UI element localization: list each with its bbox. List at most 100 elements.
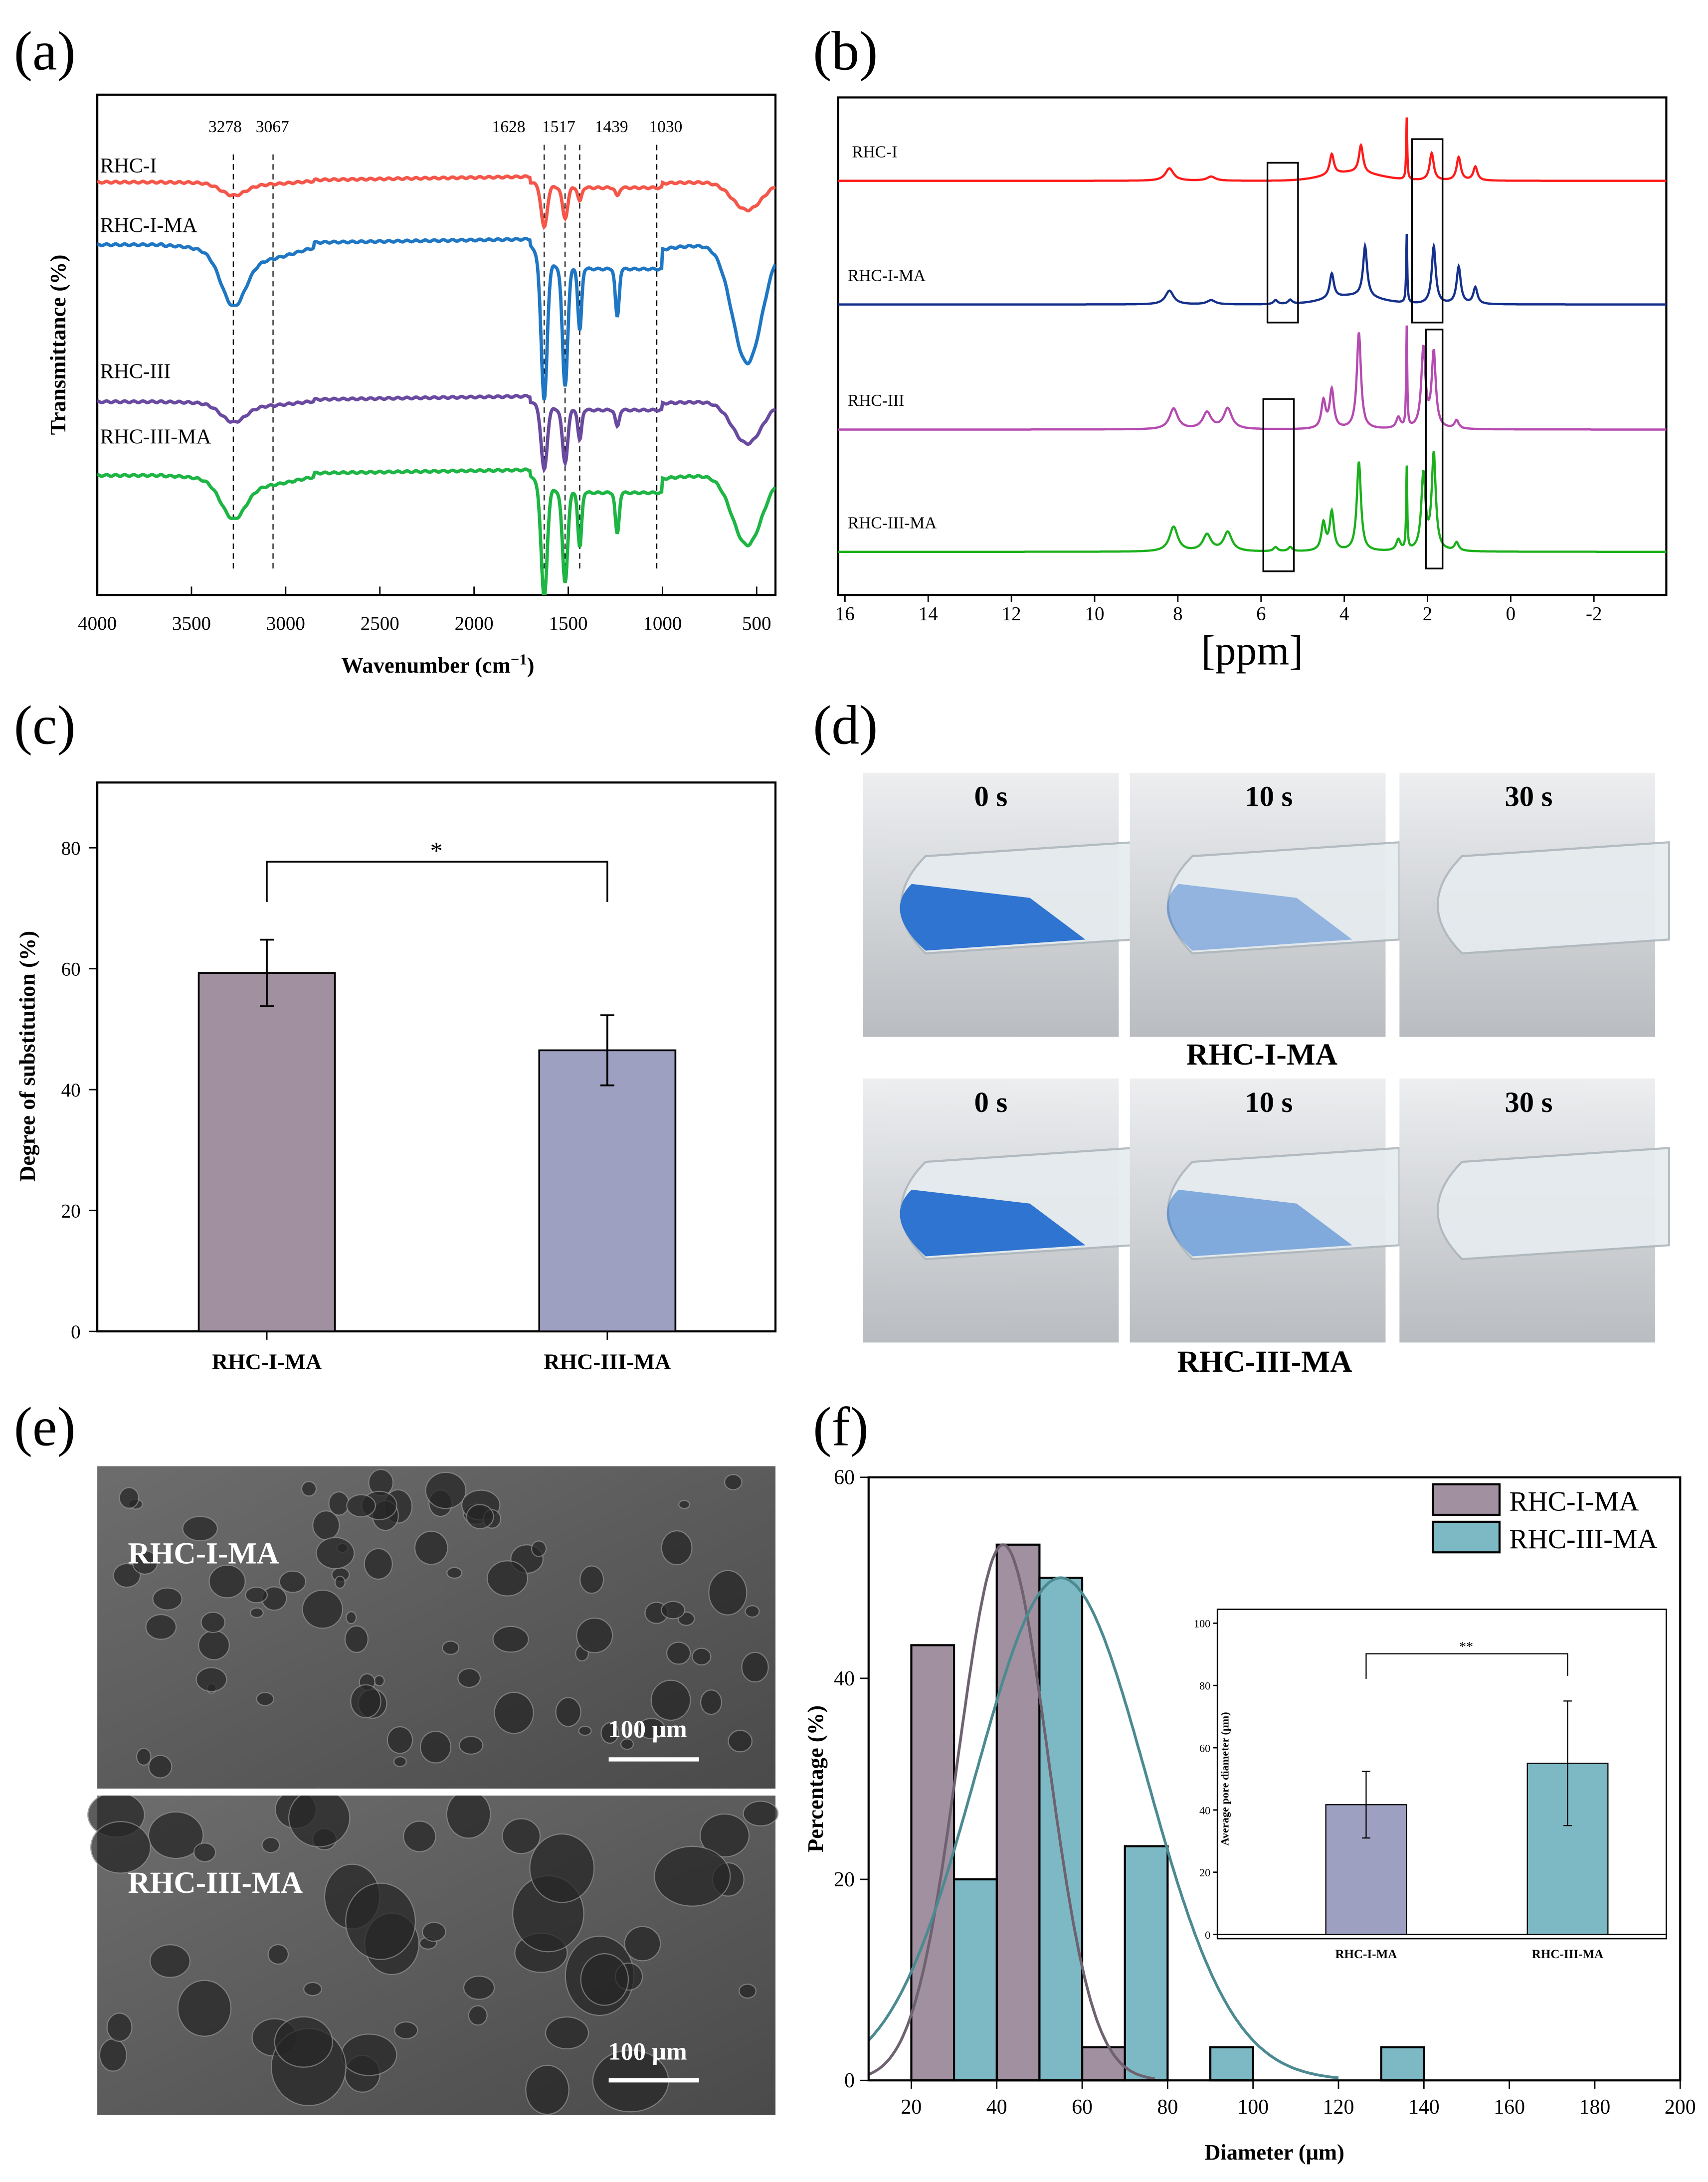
pore [386, 1726, 413, 1754]
pore [261, 1836, 280, 1853]
pore [661, 1530, 693, 1566]
histogram-bar [995, 1543, 1041, 2082]
time-label: 0 s [974, 780, 1008, 813]
inset-significance-marker: ** [1459, 1639, 1473, 1654]
reference-label: 1439 [595, 118, 628, 136]
significance-bracket [266, 861, 608, 902]
pore [620, 1738, 634, 1750]
pore [579, 1565, 604, 1594]
photo-tile: 30 s [1399, 772, 1671, 1037]
pore [113, 1563, 141, 1588]
pore [529, 1833, 595, 1903]
x-tick-label: 6 [1256, 603, 1266, 624]
x-tick-label: 140 [1408, 2096, 1440, 2119]
inset-y-tick-label: 60 [1199, 1742, 1210, 1754]
pore [425, 1471, 467, 1509]
pore [316, 1537, 355, 1570]
y-tick-label: 40 [834, 1667, 855, 1690]
pore [334, 1576, 346, 1589]
pore [346, 1611, 357, 1625]
x-tick-label: 100 [1237, 2096, 1269, 2119]
pore [267, 1944, 289, 1965]
scale-bar-label: 100 μm [608, 2037, 687, 2065]
pore [745, 1605, 760, 1618]
y-axis-title: Transmittance (%) [45, 255, 70, 435]
plot-frame [867, 1476, 1682, 2082]
pore [494, 1691, 534, 1734]
x-tick-label: 0 [1506, 603, 1516, 624]
x-tick-label: 2000 [455, 613, 494, 634]
pore [341, 2033, 397, 2076]
pore [374, 1675, 385, 1686]
x-axis-title: Wavenumber (cm−1) [341, 651, 534, 678]
sample-caption: RHC-I-MA [1186, 1038, 1337, 1072]
inset-y-tick-label: 80 [1199, 1680, 1210, 1692]
pore [578, 1725, 592, 1736]
pore [700, 1689, 723, 1715]
legend-swatch [1432, 1520, 1501, 1554]
pore [637, 1718, 665, 1739]
pore [708, 1570, 748, 1616]
x-tick-label: 60 [1072, 2096, 1093, 2119]
x-tick-label: 3000 [266, 613, 305, 634]
x-tick-label: 500 [742, 613, 771, 634]
pore [666, 1641, 691, 1665]
error-bar [600, 1014, 614, 1087]
x-tick-label: 2 [1423, 603, 1432, 624]
y-tick-label: 0 [71, 1321, 81, 1343]
inset-x-tick-label: RHC-I-MA [1335, 1948, 1397, 1961]
pore [106, 2012, 133, 2042]
x-tick-label: 180 [1579, 2096, 1611, 2119]
pore [344, 1625, 369, 1653]
sem-image: RHC-I-MA 100 μm [97, 1466, 776, 1789]
pore [624, 1926, 661, 1962]
pore [301, 1481, 317, 1497]
histogram-bar [952, 1878, 998, 2082]
nmr-series-line [838, 117, 1667, 182]
pore [728, 1730, 753, 1753]
pore [288, 1788, 351, 1847]
x-axis-title: Diameter (μm) [1204, 2140, 1344, 2165]
highlight-box [1262, 398, 1295, 572]
pore [350, 1684, 381, 1718]
pore [195, 1667, 227, 1692]
reference-label: 1517 [542, 118, 575, 136]
pore [402, 1820, 436, 1852]
inset-significance-bracket [1365, 1653, 1568, 1679]
pore [463, 1975, 495, 2000]
inset-y-tick-label: 40 [1199, 1804, 1210, 1817]
pore [555, 1697, 581, 1727]
inset-y-axis-title: Average pore diameter (μm) [1219, 1712, 1231, 1845]
y-axis-title: Percentage (%) [803, 1705, 828, 1852]
series-label: RHC-III-MA [100, 425, 211, 448]
panel-label-a: (a) [14, 21, 76, 82]
pore [458, 1736, 484, 1755]
pore [249, 1607, 264, 1619]
ftir-series-line [97, 393, 776, 474]
pore [148, 1811, 204, 1859]
nmr-series-line [838, 234, 1667, 306]
photo-tile: 10 s [1130, 772, 1401, 1037]
time-label: 30 s [1505, 780, 1553, 813]
legend-label: RHC-I-MA [1509, 1486, 1639, 1517]
reference-label: 3067 [256, 118, 289, 136]
pore [312, 1510, 340, 1541]
highlight-boxes [1262, 138, 1444, 572]
panel-label-e: (e) [14, 1397, 76, 1458]
pore [650, 1679, 691, 1721]
tube-icon [1436, 1147, 1671, 1261]
pore [468, 2005, 488, 2026]
series-label: RHC-III-MA [848, 514, 937, 532]
pore [654, 1845, 731, 1907]
pore [502, 1818, 541, 1854]
pore [394, 2021, 418, 2039]
pore [446, 1567, 463, 1579]
pore [328, 1491, 350, 1516]
photo-tile: 0 s [863, 772, 1134, 1037]
inset-y-tick-label: 0 [1205, 1929, 1210, 1941]
x-tick-label: 8 [1173, 603, 1183, 624]
pore [346, 1494, 376, 1518]
x-tick-label: RHC-III-MA [544, 1349, 671, 1374]
histogram-bar [1038, 1577, 1084, 2082]
